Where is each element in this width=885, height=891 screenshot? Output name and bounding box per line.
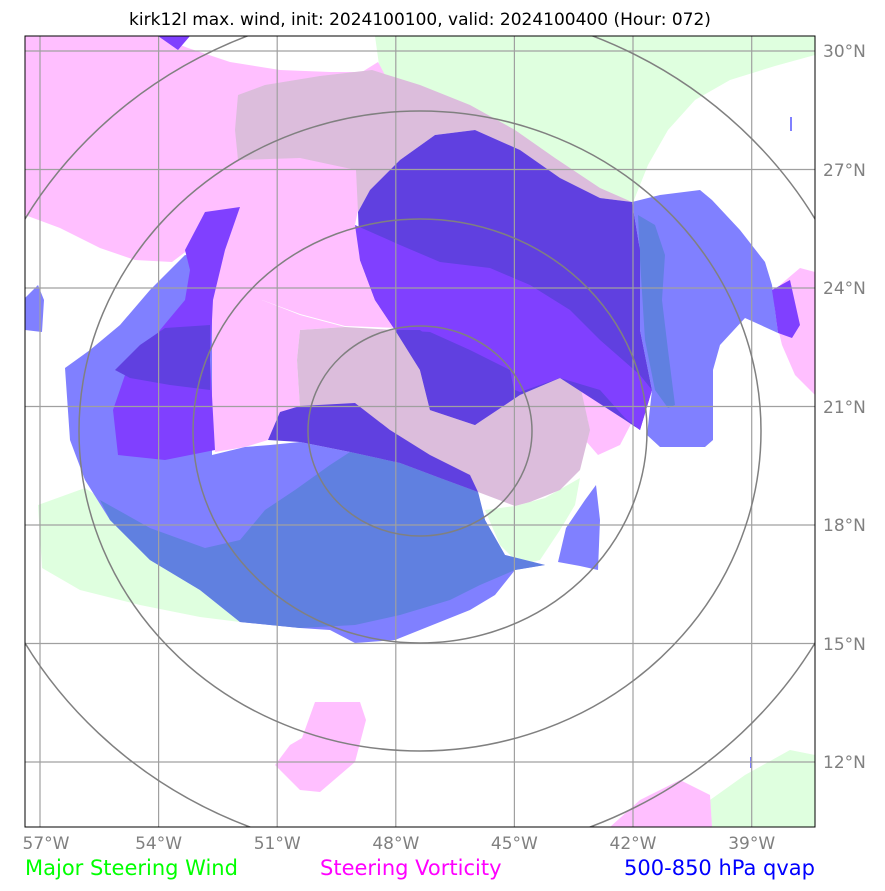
map-plot-area <box>25 36 815 827</box>
steering-wind-area <box>38 488 240 622</box>
steering-vorticity-area <box>610 780 712 827</box>
qvap-vorticity-overlap-area <box>268 403 478 492</box>
steering-wind-area <box>485 478 580 565</box>
wind-vorticity-overlap-area <box>235 70 632 212</box>
latitude-label: 15°N <box>823 635 866 655</box>
qvap-wind-overlap-area <box>638 215 675 408</box>
map-frame <box>24 35 816 828</box>
qvap-wind-overlap-area <box>100 452 545 628</box>
qvap-area <box>790 117 792 131</box>
range-ring <box>78 110 762 752</box>
qvap-strong-area <box>772 280 800 338</box>
latitude-label: 24°N <box>823 279 866 299</box>
qvap-area <box>25 285 44 332</box>
latitude-label: 21°N <box>823 398 866 418</box>
longitude-label: 45°W <box>491 834 538 854</box>
steering-wind-area <box>710 750 815 827</box>
legend-label-steering-wind: Major Steering Wind <box>25 856 238 880</box>
longitude-label: 51°W <box>254 834 301 854</box>
longitude-label: 48°W <box>372 834 419 854</box>
qvap-area <box>558 485 600 570</box>
legend-label-qvap: 500-850 hPa qvap <box>624 856 815 880</box>
steering-vorticity-area <box>275 702 366 792</box>
longitude-label: 57°W <box>23 834 70 854</box>
steering-wind-area <box>375 36 815 205</box>
latitude-label: 27°N <box>823 161 866 181</box>
legend-label-steering-vorticity: Steering Vorticity <box>320 856 502 880</box>
latitude-label: 18°N <box>823 516 866 536</box>
qvap-vorticity-overlap-area <box>115 325 210 390</box>
range-ring <box>192 218 648 644</box>
qvap-strong-area <box>355 225 652 430</box>
qvap-strong-area <box>158 36 190 50</box>
longitude-label: 39°W <box>728 834 775 854</box>
latitude-label: 30°N <box>823 42 866 62</box>
longitude-label: 54°W <box>135 834 182 854</box>
steering-vorticity-area <box>212 300 345 452</box>
qvap-vorticity-overlap-area <box>395 330 515 425</box>
latitude-label: 12°N <box>823 753 866 773</box>
range-ring <box>307 325 533 537</box>
map-title: kirk12l max. wind, init: 2024100100, val… <box>129 10 711 30</box>
wind-vorticity-overlap-area <box>297 327 590 506</box>
longitude-label: 42°W <box>610 834 657 854</box>
